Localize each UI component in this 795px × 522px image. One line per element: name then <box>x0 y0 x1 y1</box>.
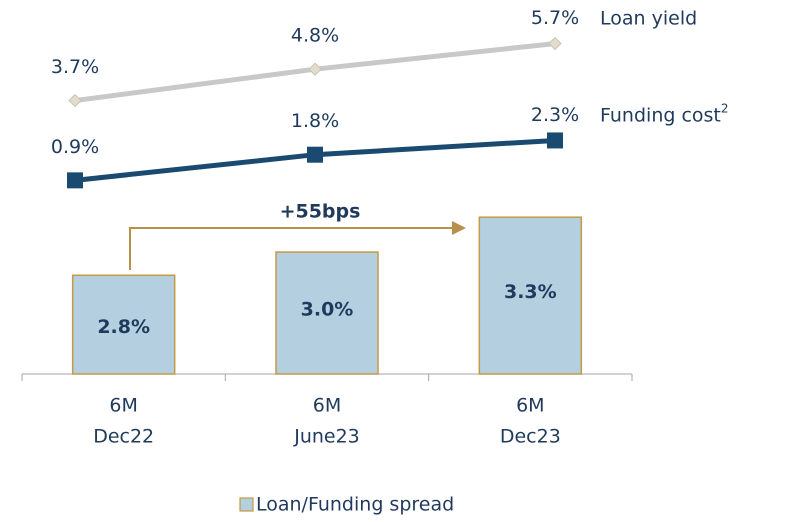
x-tick-label: 6M <box>109 395 137 417</box>
x-tick-label: Dec23 <box>500 426 561 448</box>
line-value-label: 2.3% <box>531 104 579 126</box>
bar-value-label: 3.3% <box>504 281 557 303</box>
x-tick-label: June23 <box>293 426 360 448</box>
line-name-text: Loan yield <box>600 7 697 29</box>
marker <box>67 172 83 189</box>
marker <box>68 93 82 108</box>
marker <box>308 62 322 76</box>
marker <box>547 132 563 149</box>
line-value-label: 5.7% <box>531 7 579 29</box>
bar <box>275 251 379 375</box>
line-value-label: 4.8% <box>291 25 339 47</box>
arrow-head <box>452 221 466 235</box>
legend-label: Loan/Funding spread <box>256 494 454 516</box>
line-value-label: 0.9% <box>51 136 99 158</box>
legend-swatch <box>239 497 254 512</box>
line-value-label: 3.7% <box>51 56 99 78</box>
bar-value-label: 3.0% <box>301 299 354 321</box>
line-value-label: 1.8% <box>291 110 339 132</box>
line-name-text: Funding cost <box>600 104 721 126</box>
bar-value-label: 2.8% <box>97 316 150 338</box>
line-name: Funding cost2 <box>600 101 729 126</box>
line-name-footnote: 2 <box>721 101 729 115</box>
x-tick-label: 6M <box>516 395 544 417</box>
line-name: Loan yield <box>600 7 697 29</box>
marker <box>307 146 323 163</box>
bar <box>71 274 176 375</box>
bar <box>478 216 583 375</box>
spread-arrow <box>129 221 466 270</box>
x-tick-label: 6M <box>313 395 341 417</box>
annotation: +55bps <box>280 201 361 223</box>
marker <box>548 36 562 51</box>
x-tick-label: Dec22 <box>93 426 154 448</box>
arrow-line <box>129 227 455 270</box>
